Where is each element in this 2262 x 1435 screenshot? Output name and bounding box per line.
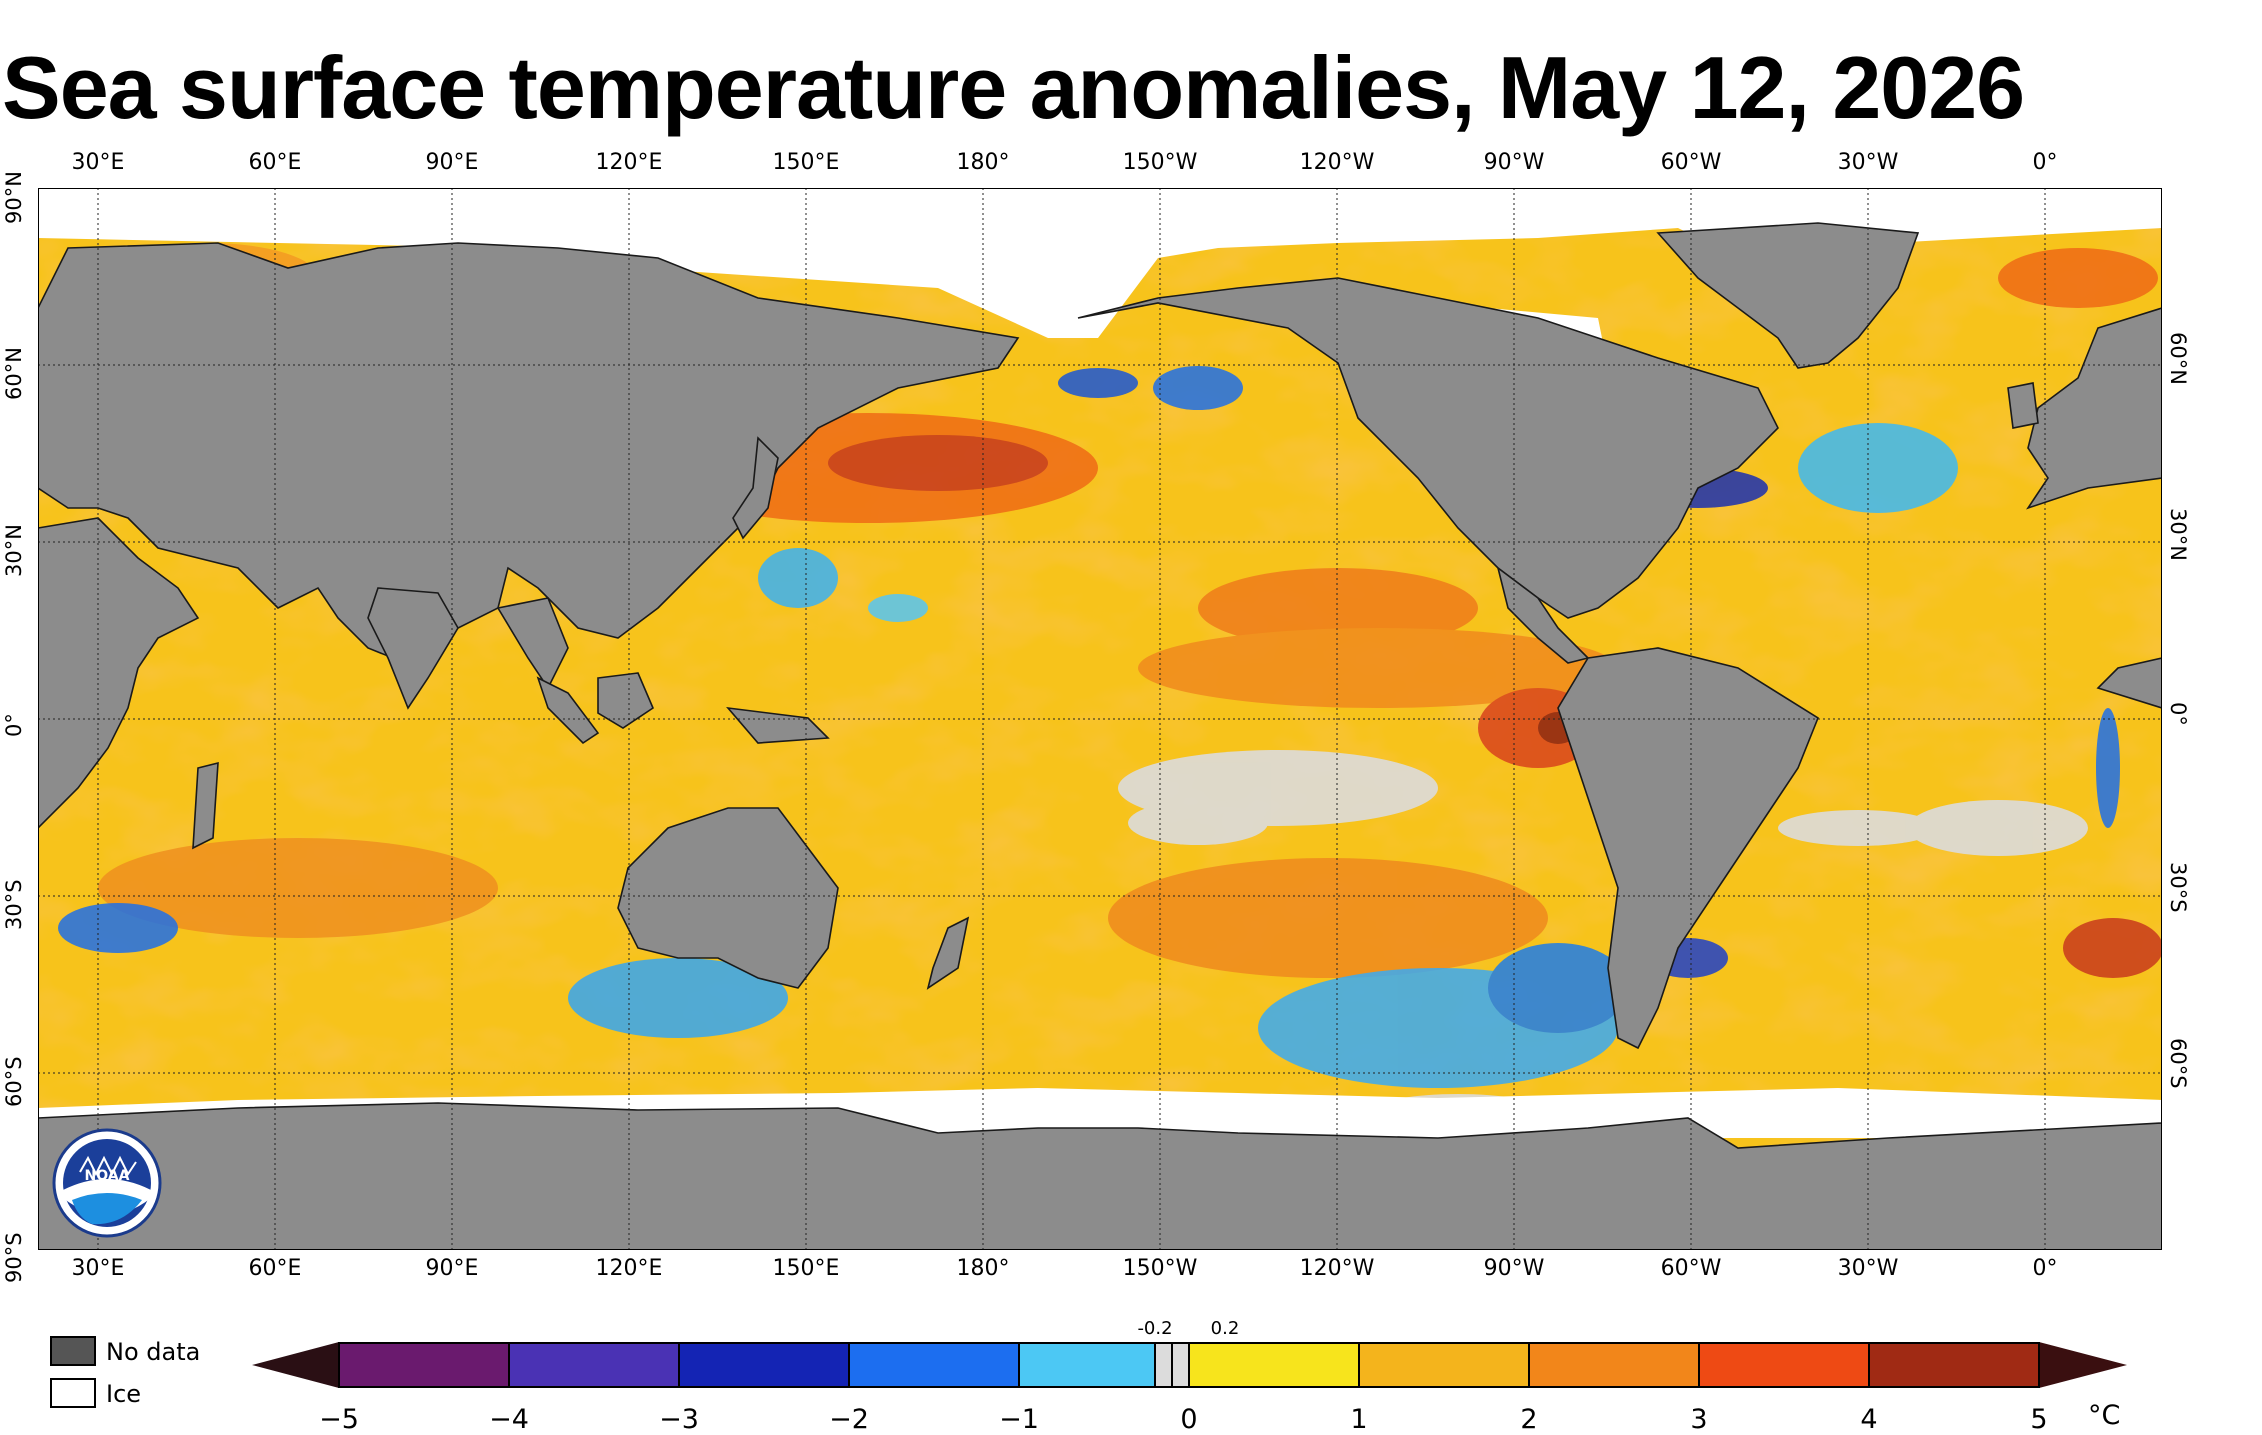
colorbar-tick: 3 bbox=[1690, 1404, 1708, 1435]
landmass-new-zealand bbox=[926, 916, 970, 990]
colorbar-seg bbox=[679, 1342, 849, 1388]
colorbar-tick: 2 bbox=[1520, 1404, 1538, 1435]
landmass-eurasia bbox=[38, 242, 1020, 669]
lon-label-bottom: 150°E bbox=[772, 1256, 840, 1281]
lon-label-bottom: 90°W bbox=[1483, 1256, 1545, 1281]
graticule bbox=[38, 188, 2162, 1250]
lon-label-top: 90°W bbox=[1483, 150, 1545, 175]
landmass-west-africa bbox=[2096, 657, 2162, 709]
colorbar-extend-high bbox=[2039, 1342, 2127, 1388]
lon-label-bottom: 60°W bbox=[1660, 1256, 1722, 1281]
colorbar-seg bbox=[1529, 1342, 1699, 1388]
no-data-label: No data bbox=[106, 1338, 201, 1366]
lon-label-bottom: 120°W bbox=[1299, 1256, 1375, 1281]
logo-text: NOAA bbox=[85, 1168, 130, 1184]
colorbar-seg bbox=[1869, 1342, 2039, 1388]
lon-label-top: 60°W bbox=[1660, 150, 1722, 175]
landmass-se-asia bbox=[496, 597, 569, 690]
lon-label-bottom: 90°E bbox=[425, 1256, 479, 1281]
colorbar-seg bbox=[1019, 1342, 1155, 1388]
colorbar-seg bbox=[849, 1342, 1019, 1388]
lon-label-top: 180° bbox=[956, 150, 1010, 175]
colorbar-tick: −3 bbox=[659, 1404, 699, 1435]
lon-label-top: 150°W bbox=[1122, 150, 1198, 175]
colorbar-unit: °C bbox=[2088, 1400, 2121, 1431]
lat-label-right: 60°S bbox=[2166, 1038, 2190, 1089]
lat-label-right: 30°S bbox=[2166, 862, 2190, 913]
lat-label-right: 30°N bbox=[2166, 508, 2190, 561]
landmass-central-america bbox=[1496, 566, 1590, 664]
lat-label-right: 60°N bbox=[2166, 332, 2190, 385]
colorbar-tick: −4 bbox=[489, 1404, 529, 1435]
lon-label-top: 120°E bbox=[595, 150, 663, 175]
landmass-british-isles bbox=[2007, 382, 2039, 429]
landmass-borneo bbox=[597, 672, 654, 729]
neutral-anomalies bbox=[1118, 750, 2088, 1122]
no-data-swatch bbox=[50, 1336, 96, 1366]
ice-swatch bbox=[50, 1378, 96, 1408]
lon-label-bottom: 150°W bbox=[1122, 1256, 1198, 1281]
lon-label-bottom: 0° bbox=[2032, 1256, 2058, 1281]
colorbar-tick: 4 bbox=[1860, 1404, 1878, 1435]
landmass-sumatra bbox=[536, 676, 600, 745]
lon-label-bottom: 30°W bbox=[1837, 1256, 1899, 1281]
lon-label-top: 150°E bbox=[772, 150, 840, 175]
lat-label-left: 90°N bbox=[2, 171, 26, 224]
noaa-logo: NOAA bbox=[52, 1128, 162, 1238]
colorbar-tick: −5 bbox=[319, 1404, 359, 1435]
landmass-south-america bbox=[1557, 647, 1819, 1050]
lon-label-top: 30°E bbox=[71, 150, 125, 175]
lat-label-left: 60°S bbox=[2, 1056, 26, 1107]
colorbar bbox=[252, 1342, 2127, 1388]
colorbar-small-label: -0.2 bbox=[1137, 1318, 1173, 1339]
colorbar-tick: −2 bbox=[829, 1404, 869, 1435]
lon-label-bottom: 30°E bbox=[71, 1256, 125, 1281]
landmass-india bbox=[367, 587, 459, 710]
lat-label-left: 0° bbox=[2, 713, 26, 737]
lon-label-top: 90°E bbox=[425, 150, 479, 175]
lat-label-left: 90°S bbox=[2, 1232, 26, 1283]
colorbar-tick: −1 bbox=[999, 1404, 1039, 1435]
colorbar-seg bbox=[1189, 1342, 1359, 1388]
landmass-greenland bbox=[1656, 222, 1920, 369]
lat-label-left: 30°S bbox=[2, 879, 26, 930]
colorbar-tick: 0 bbox=[1180, 1404, 1198, 1435]
colorbar-seg bbox=[1359, 1342, 1529, 1388]
colorbar-seg bbox=[1699, 1342, 1869, 1388]
lon-label-bottom: 120°E bbox=[595, 1256, 663, 1281]
lon-label-top: 30°W bbox=[1837, 150, 1899, 175]
ice-label: Ice bbox=[106, 1380, 142, 1408]
colorbar-small-label: 0.2 bbox=[1210, 1318, 1240, 1339]
colorbar-seg bbox=[339, 1342, 509, 1388]
landmass-africa bbox=[38, 517, 200, 830]
lat-label-left: 60°N bbox=[2, 347, 26, 400]
landmass-north-america bbox=[1077, 277, 1779, 619]
landmass-europe bbox=[2026, 307, 2162, 510]
landmass-japan bbox=[732, 436, 779, 540]
lon-label-bottom: 60°E bbox=[248, 1256, 302, 1281]
landmass-new-guinea bbox=[726, 706, 830, 744]
lat-label-left: 30°N bbox=[2, 524, 26, 577]
lat-label-right: 0° bbox=[2166, 702, 2190, 726]
landmass-antarctica bbox=[38, 1102, 2162, 1250]
colorbar-tick: 5 bbox=[2030, 1404, 2048, 1435]
lon-label-bottom: 180° bbox=[956, 1256, 1010, 1281]
landmass-madagascar bbox=[192, 761, 219, 850]
land bbox=[38, 222, 2162, 1250]
lon-label-top: 0° bbox=[2032, 150, 2058, 175]
sst-anomaly-map bbox=[38, 188, 2162, 1250]
lon-label-top: 60°E bbox=[248, 150, 302, 175]
colorbar-tick: 1 bbox=[1350, 1404, 1368, 1435]
lon-label-top: 120°W bbox=[1299, 150, 1375, 175]
colorbar-seg bbox=[509, 1342, 679, 1388]
colorbar-extend-low bbox=[252, 1342, 339, 1388]
map-title: Sea surface temperature anomalies, May 1… bbox=[2, 38, 2025, 137]
landmass-australia bbox=[617, 807, 839, 989]
